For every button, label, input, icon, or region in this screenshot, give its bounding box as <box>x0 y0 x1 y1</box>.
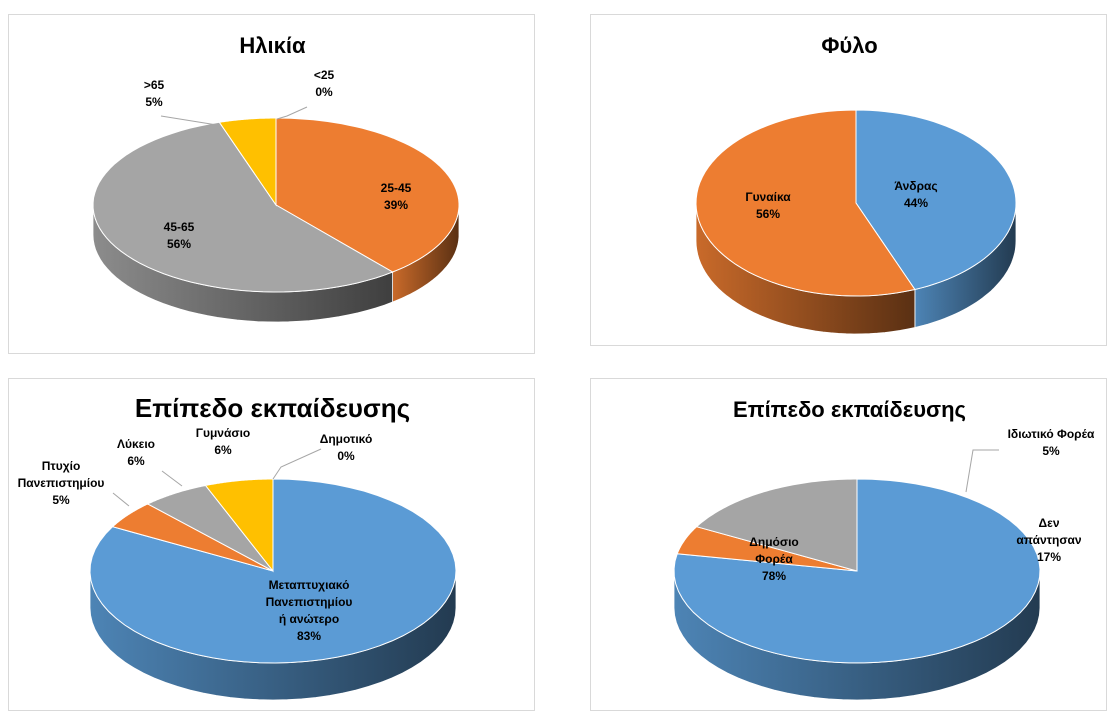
leader-line <box>160 115 218 126</box>
chart-title: Ηλικία <box>239 33 306 58</box>
pie-chart-svg: Ηλικία 25-45 39% 45-65 56% >65 5% <25 0% <box>92 33 460 323</box>
pie-slice <box>695 478 858 572</box>
pie-slice <box>855 109 1017 291</box>
data-label: 45-65 56% <box>164 220 195 251</box>
data-label: 25-45 39% <box>381 181 412 212</box>
data-label: Άνδρας 44% <box>894 179 937 210</box>
data-label: Δεν απάντησαν 17% <box>1016 516 1082 564</box>
data-label: Λύκειο 6% <box>117 437 155 468</box>
pie-slice <box>204 478 274 573</box>
pie-slice <box>275 117 460 273</box>
data-label: Δημόσιο Φορέα 78% <box>749 535 799 583</box>
pie-chart-svg: Επίπεδο εκπαίδευσης Δημόσιο Φορέα 78% Ιδιωτι… <box>673 397 1095 701</box>
data-label: <25 0% <box>314 68 335 99</box>
leader-line <box>112 492 130 507</box>
pie-chart-svg: Φύλο Άνδρας 44% Γυναίκα 56% <box>695 33 1017 335</box>
pie-slice <box>111 503 274 572</box>
pie-slice <box>146 484 274 572</box>
chart-panel-gender: Φύλο Άνδρας 44% Γυναίκα 56% <box>590 14 1107 346</box>
data-label: Ιδιωτικό Φορέα 5% <box>1008 427 1095 458</box>
chart-title: Επίπεδο εκπαίδευσης <box>135 393 410 423</box>
data-label: Γυναίκα 56% <box>745 190 791 221</box>
chart-title: Φύλο <box>821 33 877 58</box>
leader-line <box>161 470 183 487</box>
chart-panel-age: Ηλικία 25-45 39% 45-65 56% >65 5% <25 0% <box>8 14 535 354</box>
data-label: Γυμνάσιο 6% <box>196 426 250 457</box>
leader-line <box>965 449 999 493</box>
pie-slice <box>218 117 277 207</box>
leader-line <box>272 448 322 480</box>
chart-panel-education: Επίπεδο εκπαίδευσης Μεταπτυχιακό Πανεπιστη… <box>8 378 535 711</box>
pie-slice <box>695 109 916 297</box>
pie-slice <box>676 526 858 572</box>
data-label: >65 5% <box>144 78 165 109</box>
chart-panel-sector: Επίπεδο εκπαίδευσης Δημόσιο Φορέα 78% Ιδιωτι… <box>590 378 1107 711</box>
data-label: Μεταπτυχιακό Πανεπιστημίου ή ανώτερο 83% <box>266 578 353 643</box>
leader-line <box>276 106 308 120</box>
data-label: Πτυχίο Πανεπιστημίου 5% <box>18 459 105 507</box>
pie-chart-svg: Επίπεδο εκπαίδευσης Μεταπτυχιακό Πανεπιστη… <box>18 393 457 701</box>
pie-slice <box>92 121 394 293</box>
data-label: Δημοτικό 0% <box>320 432 373 463</box>
chart-title: Επίπεδο εκπαίδευσης <box>733 397 966 422</box>
